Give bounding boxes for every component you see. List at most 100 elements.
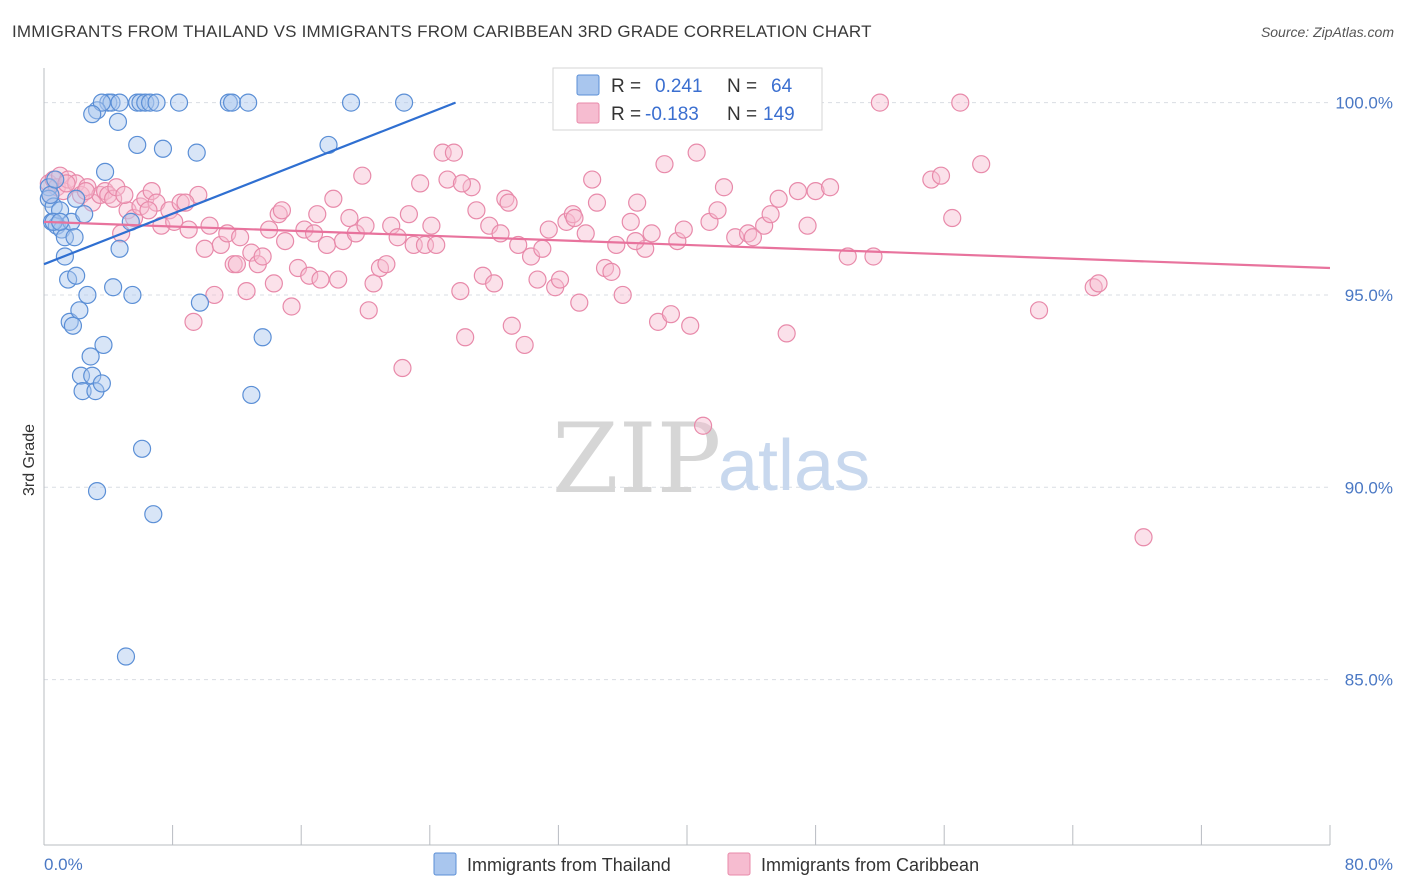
thailand-point-18 bbox=[73, 382, 92, 401]
caribbean-point-94 bbox=[570, 293, 589, 312]
thailand-point-58 bbox=[394, 93, 414, 112]
caribbean-point-59 bbox=[364, 274, 383, 293]
thailand-point-32 bbox=[110, 239, 129, 258]
caribbean-point-37 bbox=[237, 281, 256, 301]
thailand-point-53 bbox=[239, 93, 258, 112]
caribbean-point-119 bbox=[743, 228, 763, 247]
thailand-point-43 bbox=[144, 505, 163, 524]
caribbean-point-87 bbox=[528, 270, 547, 289]
stats-n-label: N = bbox=[727, 76, 757, 97]
caribbean-point-85 bbox=[515, 335, 534, 355]
caribbean-point-138 bbox=[1089, 274, 1108, 293]
caribbean-point-64 bbox=[393, 358, 412, 378]
caribbean-point-40 bbox=[253, 247, 272, 266]
caribbean-point-75 bbox=[456, 328, 475, 347]
stats-box: R = 0.241 N = 64 R = -0.183 N = 149 bbox=[552, 67, 823, 131]
caribbean-point-127 bbox=[820, 178, 840, 197]
caribbean-point-101 bbox=[613, 285, 632, 305]
trend-lines bbox=[43, 101, 1331, 270]
thailand-point-59 bbox=[41, 185, 60, 205]
thailand-point-19 bbox=[75, 205, 94, 224]
caribbean-point-36 bbox=[231, 228, 250, 247]
caribbean-point-124 bbox=[788, 181, 808, 201]
caribbean-point-51 bbox=[317, 235, 337, 255]
stats-n-value-caribbean: 149 bbox=[763, 104, 795, 125]
caribbean-point-108 bbox=[661, 305, 681, 324]
trend-line-caribbean bbox=[43, 220, 1331, 270]
thailand-point-42 bbox=[140, 93, 160, 112]
thailand-point-24 bbox=[87, 482, 107, 501]
caribbean-point-89 bbox=[539, 220, 558, 239]
thailand-point-20 bbox=[78, 285, 97, 305]
caribbean-point-69 bbox=[422, 216, 441, 235]
caribbean-point-74 bbox=[451, 281, 470, 301]
caribbean-point-145 bbox=[227, 255, 246, 274]
caribbean-point-31 bbox=[200, 216, 219, 235]
thailand-point-36 bbox=[123, 285, 142, 305]
caribbean-point-149 bbox=[452, 174, 472, 193]
caribbean-point-135 bbox=[972, 155, 991, 174]
thailand-point-15 bbox=[67, 266, 86, 285]
thailand-point-14 bbox=[67, 189, 86, 208]
caribbean-point-52 bbox=[324, 189, 343, 208]
caribbean-point-96 bbox=[583, 170, 602, 189]
caribbean-point-140 bbox=[57, 174, 76, 193]
thailand-point-21 bbox=[81, 347, 100, 366]
caribbean-point-30 bbox=[195, 239, 214, 258]
caribbean-point-130 bbox=[870, 93, 890, 112]
thailand-point-22 bbox=[83, 366, 102, 385]
series-caribbean-points bbox=[39, 93, 1153, 547]
caribbean-point-50 bbox=[311, 270, 330, 289]
thailand-point-30 bbox=[104, 278, 123, 297]
watermark-atlas: atlas bbox=[718, 426, 870, 506]
caribbean-point-55 bbox=[340, 208, 359, 228]
y-tick-label-1: 95.0% bbox=[1345, 286, 1393, 305]
thailand-point-40 bbox=[132, 439, 152, 458]
stats-swatch-caribbean bbox=[576, 102, 600, 124]
y-tick-label-0: 100.0% bbox=[1335, 94, 1393, 113]
thailand-point-44 bbox=[147, 93, 166, 112]
tick-labels: 100.0% 95.0% 90.0% 85.0% 0.0% 80.0% bbox=[44, 94, 1393, 874]
caribbean-point-102 bbox=[621, 212, 640, 231]
thailand-point-50 bbox=[190, 293, 210, 312]
thailand-point-12 bbox=[63, 316, 83, 335]
thailand-point-49 bbox=[187, 143, 206, 162]
axes bbox=[43, 68, 1331, 846]
caribbean-point-139 bbox=[1134, 528, 1153, 547]
caribbean-point-27 bbox=[179, 220, 198, 239]
caribbean-point-84 bbox=[509, 235, 528, 255]
caribbean-point-73 bbox=[444, 143, 464, 162]
y-axis-title: 3rd Grade bbox=[21, 424, 38, 496]
caribbean-point-80 bbox=[485, 274, 504, 293]
caribbean-point-21 bbox=[142, 181, 161, 201]
chart-title: IMMIGRANTS FROM THAILAND VS IMMIGRANTS F… bbox=[12, 22, 872, 41]
caribbean-point-76 bbox=[462, 178, 481, 197]
legend: Immigrants from Thailand Immigrants from… bbox=[433, 852, 979, 876]
caribbean-point-65 bbox=[399, 205, 419, 224]
thailand-point-27 bbox=[95, 162, 115, 181]
thailand-point-34 bbox=[116, 647, 136, 666]
stats-n-label-2: N = bbox=[727, 104, 757, 125]
thailand-point-16 bbox=[70, 301, 89, 320]
caribbean-point-57 bbox=[353, 166, 372, 185]
caribbean-point-99 bbox=[602, 262, 621, 281]
caribbean-point-44 bbox=[276, 231, 295, 251]
source-credit: Source: ZipAtlas.com bbox=[1260, 24, 1394, 40]
caribbean-point-146 bbox=[272, 201, 292, 220]
thailand-point-38 bbox=[128, 135, 147, 155]
caribbean-point-123 bbox=[777, 324, 796, 343]
caribbean-point-45 bbox=[282, 297, 301, 316]
caribbean-point-83 bbox=[502, 316, 521, 335]
y-tick-label-2: 90.0% bbox=[1345, 478, 1393, 497]
caribbean-point-128 bbox=[838, 247, 857, 266]
thailand-point-26 bbox=[94, 335, 113, 355]
caribbean-point-131 bbox=[922, 170, 941, 189]
x-tick-label-0: 0.0% bbox=[44, 855, 83, 874]
caribbean-point-58 bbox=[359, 301, 378, 320]
caribbean-point-7 bbox=[67, 174, 86, 193]
caribbean-point-143 bbox=[139, 201, 158, 220]
caribbean-point-111 bbox=[681, 316, 700, 335]
thailand-point-52 bbox=[222, 93, 242, 112]
thailand-point-39 bbox=[131, 93, 150, 112]
caribbean-point-141 bbox=[76, 181, 95, 201]
